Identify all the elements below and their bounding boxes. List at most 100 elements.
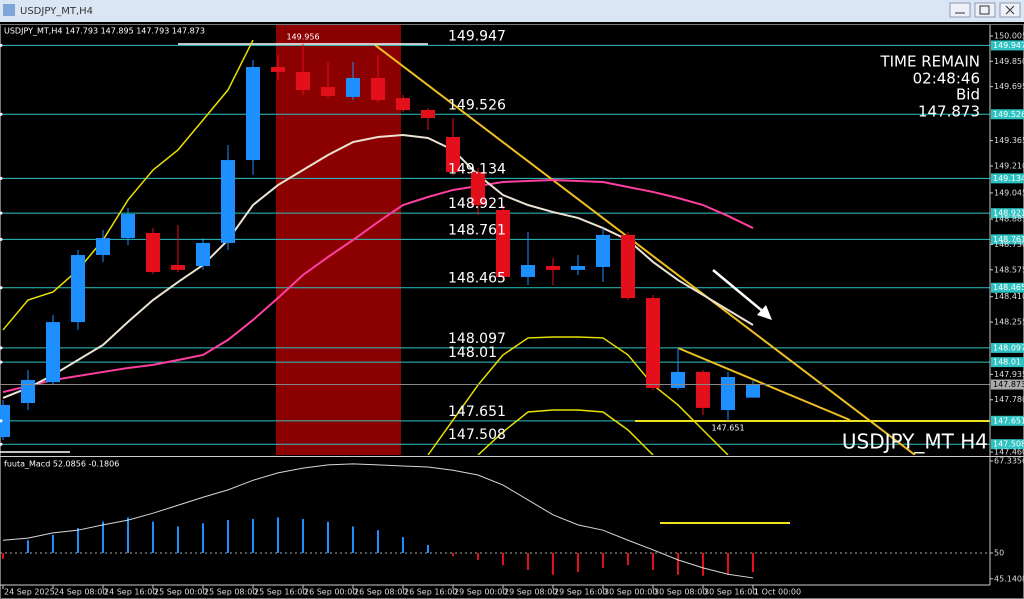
bid-label: Bid <box>956 86 980 104</box>
y-tick-label: 67.3356 <box>994 456 1024 465</box>
level-axis-label: 149.134 <box>993 174 1024 183</box>
macd-bar <box>752 552 754 573</box>
level-axis-box <box>991 40 1024 51</box>
level-axis-box <box>991 357 1024 368</box>
time-remain: 02:48:46 <box>913 70 980 88</box>
candle-body <box>746 384 760 398</box>
macd-bar <box>702 552 704 576</box>
x-tick-label: 24 Sep 16:00 <box>104 588 157 597</box>
candle-body <box>21 379 35 404</box>
x-tick-label: 26 Sep 00:00 <box>304 588 357 597</box>
level-axis-box <box>991 282 1024 293</box>
y-tick-label: 148.885 <box>994 215 1024 224</box>
candle-body <box>71 255 85 323</box>
y-tick-label: 148.575 <box>994 265 1024 274</box>
macd-plot <box>0 463 990 579</box>
macd-bar <box>352 526 354 553</box>
y-tick-label: 147.780 <box>994 395 1024 404</box>
y-tick-label: 147.460 <box>994 448 1024 457</box>
level-label: 148.761 <box>448 222 506 238</box>
level-axis-label: 148.097 <box>993 343 1024 352</box>
trend-line <box>374 44 916 455</box>
level-anchor <box>0 211 3 215</box>
candle-body <box>496 209 510 277</box>
x-tick-label: 25 Sep 00:00 <box>154 588 207 597</box>
macd-bar <box>252 519 254 553</box>
level-anchor <box>0 176 3 180</box>
level-axis-label: 149.526 <box>993 110 1024 119</box>
main-overlay: 149.947 149.947 149.526 149.526 149.134 149.1… <box>0 28 1024 597</box>
macd-bar <box>502 552 504 566</box>
window-icon <box>3 4 15 16</box>
macd-bar <box>77 528 79 553</box>
macd-bar <box>527 552 529 570</box>
macd-bar <box>677 552 679 575</box>
maximize-icon <box>979 5 990 15</box>
close-icon <box>1005 5 1015 15</box>
macd-bar <box>2 552 4 559</box>
level-axis-label: 147.651 <box>993 416 1024 425</box>
macd-bar <box>52 534 54 553</box>
level-anchor <box>0 43 3 47</box>
level-label: 149.526 <box>448 97 506 113</box>
level-axis-box <box>991 109 1024 120</box>
minimize-button[interactable] <box>949 2 971 18</box>
y-tick-label: 148.410 <box>994 292 1024 301</box>
level-label: 148.921 <box>448 196 506 212</box>
x-tick-label: 25 Sep 16:00 <box>254 588 307 597</box>
macd-bar <box>652 552 654 570</box>
macd-bar <box>727 552 729 575</box>
macd-bar <box>427 545 429 553</box>
macd-bar <box>377 530 379 553</box>
macd-bar <box>552 552 554 575</box>
macd-bar <box>227 520 229 553</box>
candle-body <box>146 232 160 273</box>
macd-bar <box>577 552 579 573</box>
level-axis-label: 147.508 <box>993 440 1024 449</box>
current-price-box <box>991 379 1024 390</box>
level-axis-box <box>991 173 1024 184</box>
x-tick-label: 29 Sep 00:00 <box>454 588 507 597</box>
maximize-button[interactable] <box>974 2 996 18</box>
level-axis-label: 148.465 <box>993 283 1024 292</box>
y-tick-label: 149.045 <box>994 188 1024 197</box>
y-tick-label: 149.365 <box>994 136 1024 145</box>
window-title: USDJPY_MT,H4 <box>20 6 93 17</box>
level-axis-box <box>991 342 1024 353</box>
high-annotation: 149.956 <box>286 32 319 41</box>
candle-body <box>121 214 135 239</box>
level-anchor <box>0 419 3 423</box>
level-label: 149.947 <box>448 28 506 44</box>
macd-bar <box>327 521 329 553</box>
macd-label: fuuta_Macd 52.0856 -0.1806 <box>4 460 119 469</box>
watermark: USDJPY_MT H4 <box>842 430 988 454</box>
level-label: 148.465 <box>448 271 506 287</box>
x-tick-label: 26 Sep 08:00 <box>354 588 407 597</box>
candle-body <box>271 67 285 72</box>
x-tick-label: 26 Sep 16:00 <box>404 588 457 597</box>
candle-body <box>696 371 710 408</box>
macd-bar <box>27 540 29 553</box>
x-tick-label: 25 Sep 08:00 <box>204 588 257 597</box>
y-tick-label: 45.1408 <box>994 574 1024 583</box>
low-annotation: 147.651 <box>711 423 744 432</box>
candle-body <box>321 86 335 96</box>
level-label: 147.508 <box>448 427 506 443</box>
candle-body <box>421 110 435 119</box>
level-label: 148.01 <box>448 345 497 361</box>
candle-body <box>721 377 735 411</box>
candle-body <box>596 234 610 267</box>
macd-bar <box>602 552 604 568</box>
macd-bar <box>127 517 129 553</box>
arrow-head <box>757 305 772 320</box>
candle-body <box>646 298 660 388</box>
macd-bar <box>102 521 104 553</box>
symbol-info: USDJPY_MT,H4 147.793 147.895 147.793 147… <box>4 27 205 36</box>
level-label: 148.097 <box>448 331 506 347</box>
x-tick-label: 1 Oct 00:00 <box>754 588 801 597</box>
level-label: 147.651 <box>448 404 506 420</box>
candle-body <box>246 67 260 161</box>
